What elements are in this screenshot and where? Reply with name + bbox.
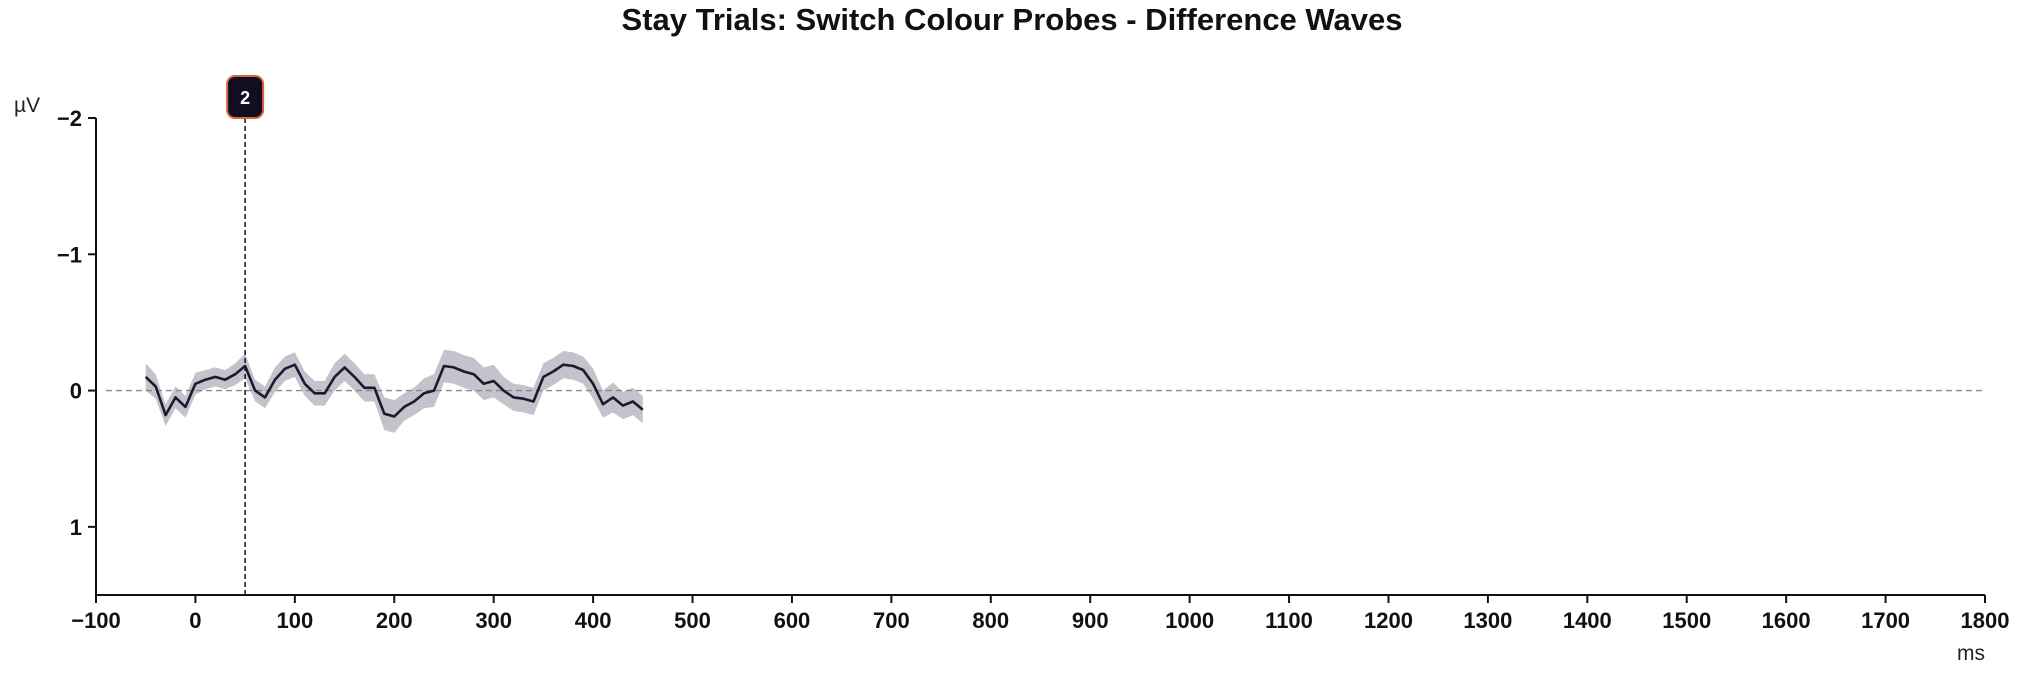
x-tick-label: 1300 bbox=[1463, 608, 1512, 633]
y-tick-label: 0 bbox=[70, 379, 82, 404]
x-tick-label: 700 bbox=[873, 608, 910, 633]
series-line-0 bbox=[144, 363, 644, 418]
x-tick-label: 900 bbox=[1072, 608, 1109, 633]
x-tick-label: 600 bbox=[774, 608, 811, 633]
y-tick-label: −1 bbox=[57, 242, 82, 267]
x-tick-label: 100 bbox=[276, 608, 313, 633]
x-tick-label: 1200 bbox=[1364, 608, 1413, 633]
marker-badge bbox=[226, 75, 265, 119]
x-tick-label: 500 bbox=[674, 608, 711, 633]
x-axis-label: ms bbox=[1957, 642, 1985, 665]
y-axis-label: µV bbox=[14, 94, 40, 117]
y-tick-label: 1 bbox=[70, 515, 82, 540]
x-tick-label: 200 bbox=[376, 608, 413, 633]
y-tick-label: −2 bbox=[57, 106, 82, 131]
x-tick-label: 1500 bbox=[1662, 608, 1711, 633]
x-tick-label: 0 bbox=[189, 608, 201, 633]
chart-title: Stay Trials: Switch Colour Probes - Diff… bbox=[622, 2, 1403, 37]
x-tick-label: 1800 bbox=[1961, 608, 2010, 633]
x-tick-label: 1100 bbox=[1265, 608, 1313, 633]
x-tick-label: 1000 bbox=[1165, 608, 1214, 633]
x-tick-label: 1400 bbox=[1563, 608, 1612, 633]
x-tick-label: 1700 bbox=[1861, 608, 1910, 633]
x-tick-label: 800 bbox=[972, 608, 1009, 633]
marker-label: 2 bbox=[240, 88, 250, 108]
x-tick-label: 400 bbox=[575, 608, 612, 633]
x-tick-label: −100 bbox=[71, 608, 121, 633]
x-tick-label: 1600 bbox=[1762, 608, 1811, 633]
x-tick-label: 300 bbox=[475, 608, 512, 633]
plot-area: −2 −1 0 1 −100 0 100 200 300 400 500 600 700 800 900 10… bbox=[57, 75, 2010, 633]
